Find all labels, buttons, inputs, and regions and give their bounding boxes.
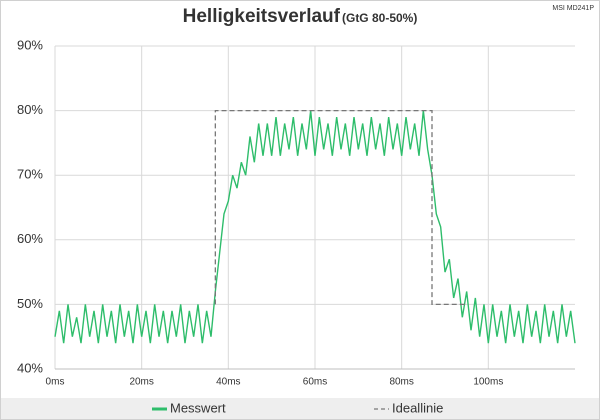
series-line [214,109,467,306]
y-tick-label: 90% [17,37,43,52]
legend-band [1,398,599,419]
y-tick-label: 50% [17,296,43,311]
legend-label: Messwert [170,400,226,415]
subtitle: (GtG 80-50%) [342,11,417,25]
series-line [54,110,576,344]
x-tick-label: 0ms [46,377,65,388]
y-tick-label: 40% [17,360,43,375]
chart-title: Helligkeitsverlauf (GtG 80-50%) [183,6,418,27]
x-tick-label: 80ms [389,377,413,388]
legend-label: Ideallinie [392,400,443,415]
y-tick-label: 80% [17,102,43,117]
watermark: MSI MD241P [552,5,594,12]
title: Helligkeitsverlauf [183,6,341,27]
y-tick-label: 60% [17,231,43,246]
y-tick-label: 70% [17,167,43,182]
x-tick-label: 60ms [303,377,327,388]
x-tick-label: 100ms [473,377,503,388]
x-tick-label: 20ms [129,377,153,388]
x-tick-label: 40ms [216,377,240,388]
